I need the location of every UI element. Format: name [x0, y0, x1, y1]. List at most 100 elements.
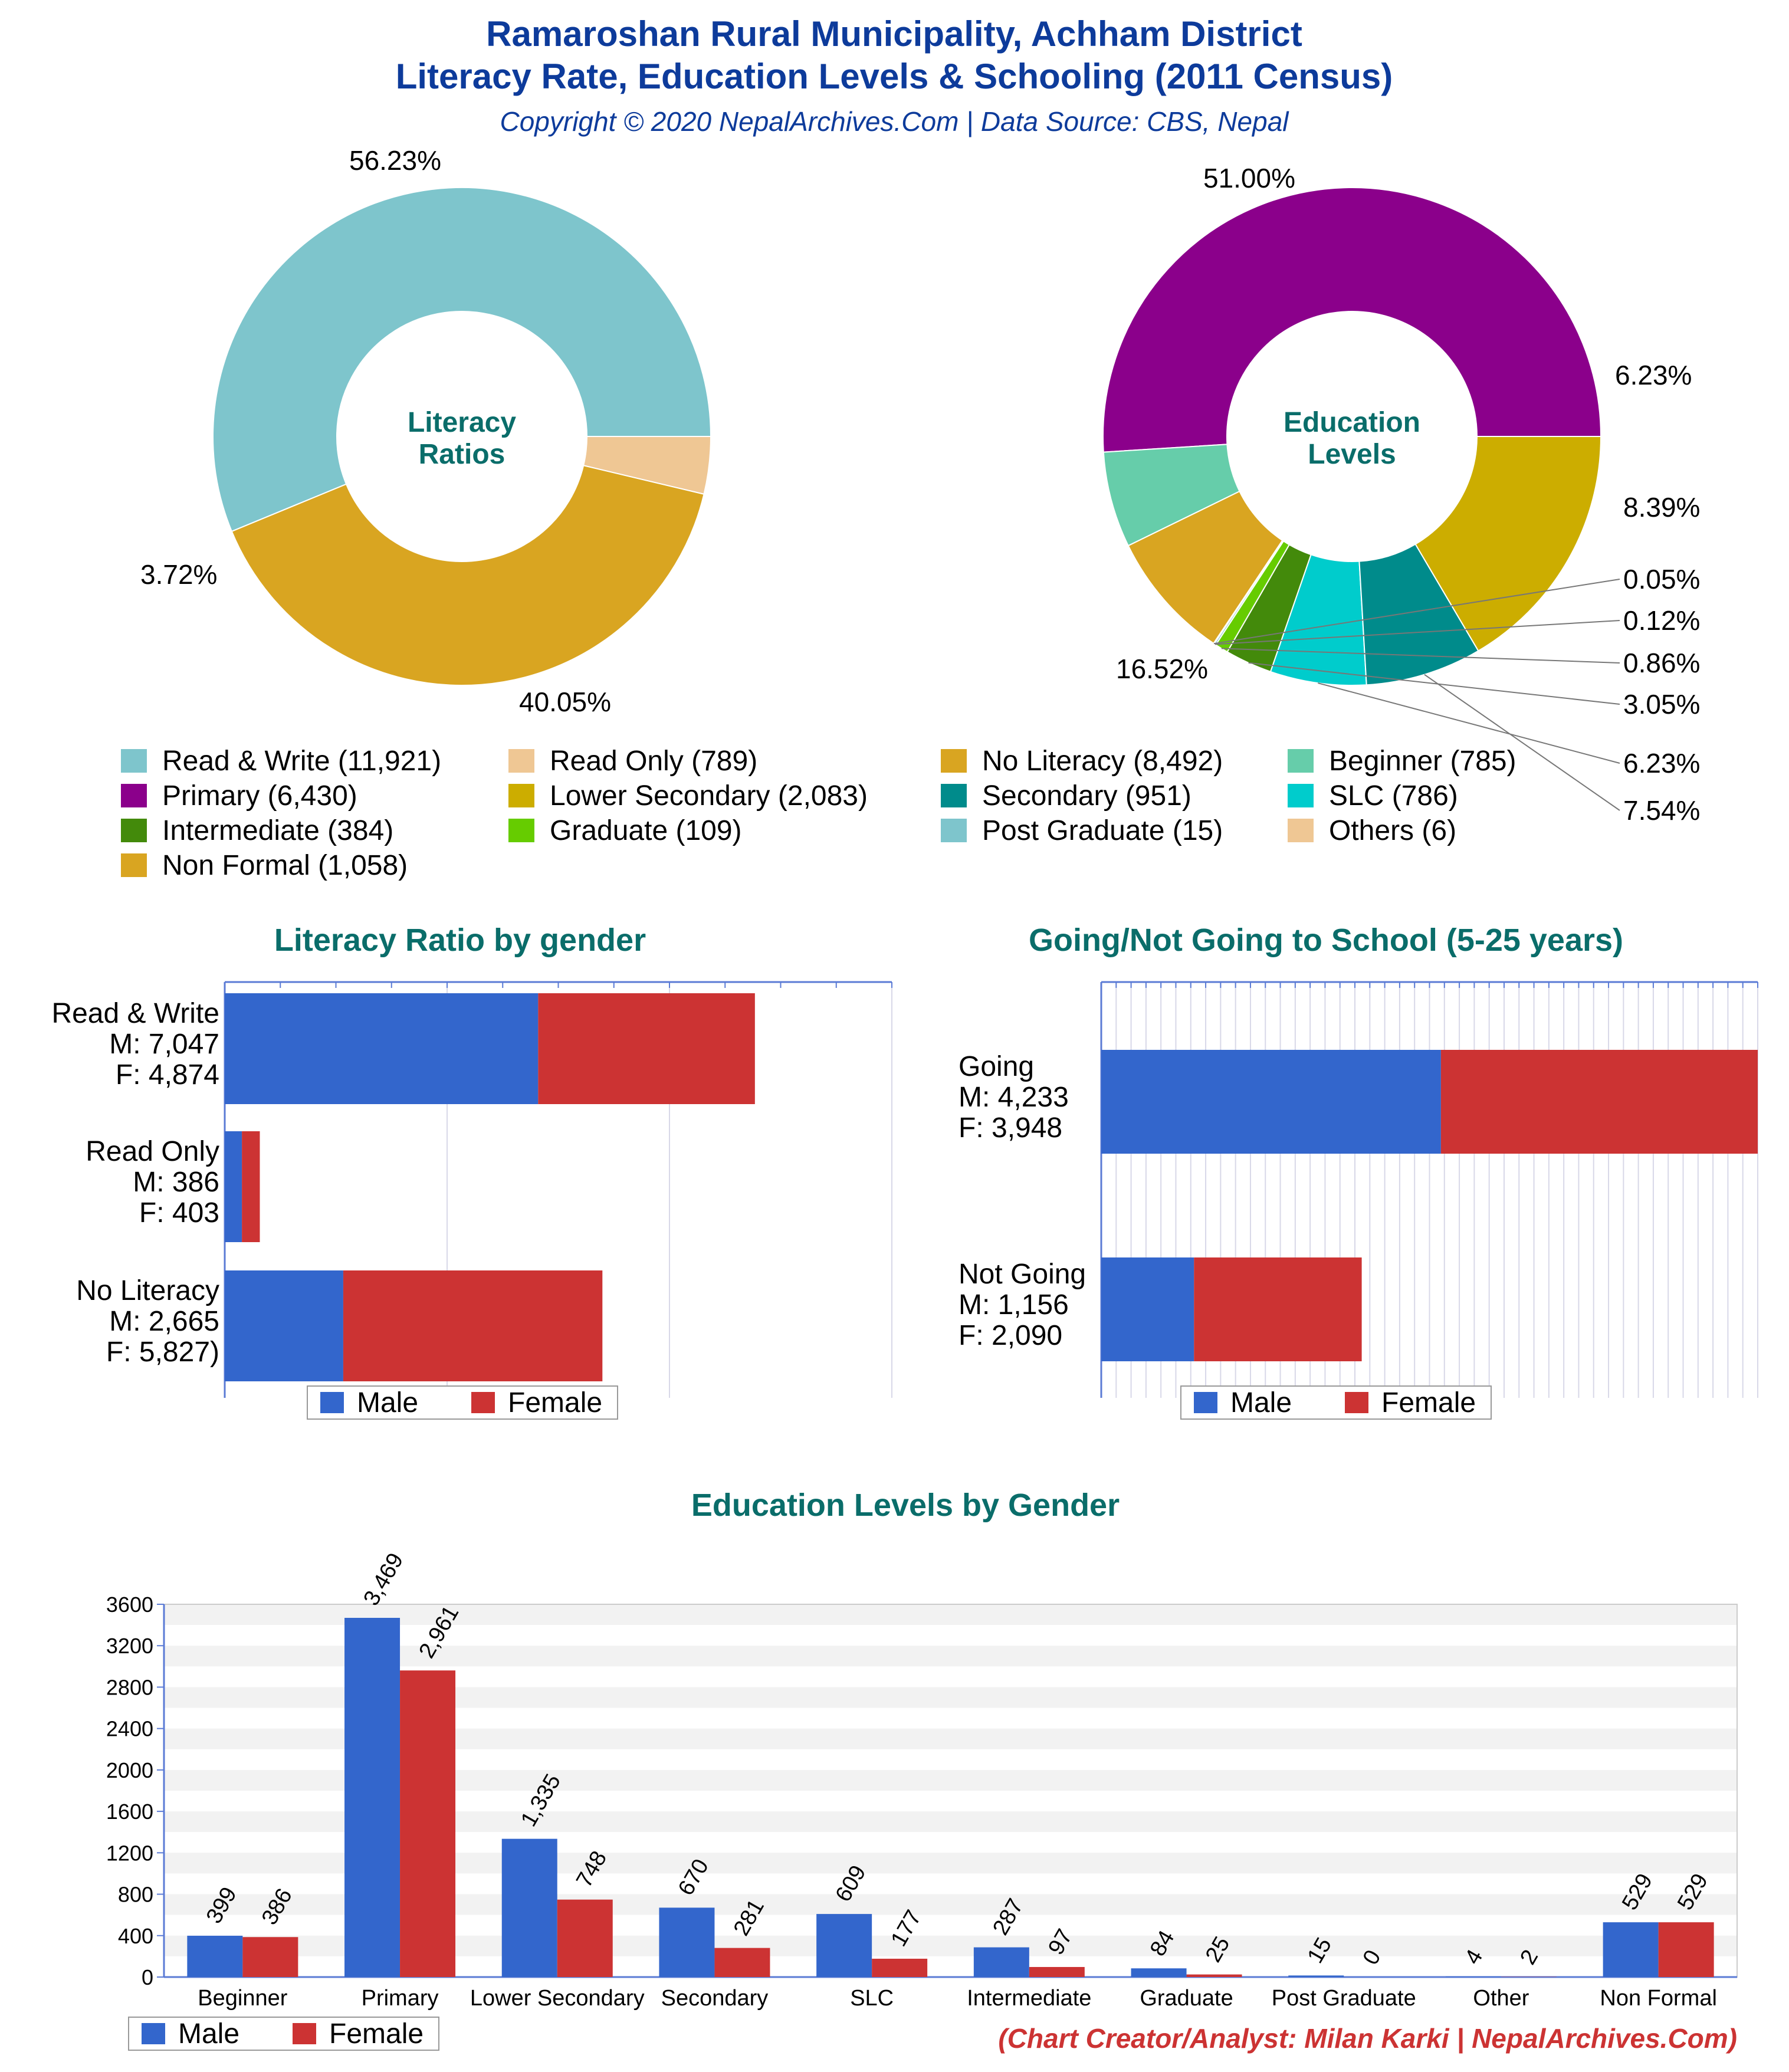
- school-by-gender-category-label: M: 1,156: [958, 1289, 1069, 1321]
- education-gender-title: Education Levels by Gender: [691, 1487, 1120, 1523]
- literacy-by-gender-category-label: F: 4,874: [116, 1059, 219, 1091]
- education-gender-ytick-label: 3200: [106, 1634, 153, 1658]
- school-by-gender-legend-swatch-male: [1194, 1392, 1217, 1413]
- education-gender-legend-label-female: Female: [329, 2018, 424, 2050]
- education-gender-chart: Education Levels by Gender04008001200160…: [106, 1487, 1737, 2050]
- education-gender-ytick-label: 2400: [106, 1717, 153, 1741]
- school-by-gender-legend-swatch-female: [1345, 1392, 1368, 1413]
- literacy-by-gender-legend-swatch-female: [471, 1392, 495, 1413]
- school-by-gender-title: Going/Not Going to School (5-25 years): [1029, 922, 1623, 958]
- education-gender-ytick-label: 800: [118, 1883, 153, 1907]
- education-gender-bar-male-primary: [344, 1618, 400, 1977]
- school-by-gender-category-label: Not Going: [958, 1259, 1086, 1290]
- legend-label-non-formal-1-058: Non Formal (1,058): [162, 850, 408, 881]
- literacy-by-gender-title: Literacy Ratio by gender: [274, 922, 646, 958]
- legend-swatch-read-only-789: [508, 749, 534, 773]
- literacy-by-gender-category-label: F: 5,827): [106, 1337, 219, 1368]
- school-by-gender-category-label: F: 3,948: [958, 1112, 1062, 1144]
- education-gender-category-label: Intermediate: [967, 1986, 1091, 2011]
- education-donut-pct-primary: 51.00%: [1203, 163, 1295, 193]
- legend-swatch-intermediate-384: [121, 819, 147, 842]
- literacy-by-gender-bar-female-no-literacy: [343, 1270, 602, 1381]
- literacy-by-gender-legend-swatch-male: [320, 1392, 344, 1413]
- legend-swatch-slc-786: [1288, 784, 1314, 807]
- literacy-by-gender-bar-male-read-write: [225, 993, 538, 1104]
- credit-text: (Chart Creator/Analyst: Milan Karki | Ne…: [998, 2023, 1737, 2054]
- education-gender-bar-female-beginner: [242, 1937, 298, 1977]
- title-line-1: Ramaroshan Rural Municipality, Achham Di…: [486, 14, 1302, 54]
- education-donut-center-label: Levels: [1308, 439, 1396, 470]
- education-gender-bar-female-secondary: [714, 1948, 770, 1977]
- education-gender-category-label: Other: [1473, 1986, 1529, 2011]
- education-gender-bar-female-primary: [400, 1670, 455, 1977]
- legend-label-intermediate-384: Intermediate (384): [162, 815, 393, 846]
- copyright-text: Copyright © 2020 NepalArchives.Com | Dat…: [500, 106, 1289, 137]
- education-gender-bar-male-other: [1446, 1976, 1501, 1977]
- education-gender-bar-male-slc: [816, 1914, 872, 1977]
- literacy-donut-center-label: Ratios: [419, 439, 505, 470]
- top-legend: Read & Write (11,921)Read Only (789)No L…: [121, 746, 1516, 881]
- education-donut-pct-intermediate: 3.05%: [1623, 689, 1700, 720]
- literacy-by-gender-bar-female-read-write: [538, 993, 754, 1104]
- legend-swatch-non-formal-1-058: [121, 853, 147, 877]
- education-gender-ytick-label: 0: [142, 1965, 153, 1989]
- education-gender-category-label: Graduate: [1140, 1986, 1233, 2011]
- education-donut-pct-graduate: 0.86%: [1623, 648, 1700, 678]
- education-gender-bar-male-lower-secondary: [502, 1839, 557, 1977]
- legend-swatch-post-graduate-15: [941, 819, 967, 842]
- education-gender-category-label: Beginner: [198, 1986, 287, 2011]
- legend-label-graduate-109: Graduate (109): [550, 815, 742, 846]
- education-gender-category-label: Post Graduate: [1272, 1986, 1416, 2011]
- education-donut-pct-post-graduate: 0.12%: [1623, 605, 1700, 636]
- education-gender-category-label: Lower Secondary: [470, 1986, 645, 2011]
- legend-label-lower-secondary-2-083: Lower Secondary (2,083): [550, 780, 868, 812]
- legend-label-no-literacy-8-492: No Literacy (8,492): [982, 746, 1223, 777]
- education-donut-pct-slc: 6.23%: [1623, 748, 1700, 779]
- education-donut-pct-non-formal: 8.39%: [1623, 492, 1700, 523]
- school-by-gender-bar-female-going: [1441, 1050, 1758, 1154]
- school-by-gender-legend-label-female: Female: [1381, 1387, 1476, 1418]
- legend-label-slc-786: SLC (786): [1329, 780, 1458, 812]
- education-gender-category-label: Secondary: [661, 1986, 769, 2011]
- school-by-gender-category-label: M: 4,233: [958, 1082, 1069, 1113]
- education-gender-bar-male-non-formal: [1603, 1922, 1659, 1977]
- legend-label-primary-6-430: Primary (6,430): [162, 780, 357, 812]
- education-donut-pct-others: 0.05%: [1623, 564, 1700, 595]
- legend-label-others-6: Others (6): [1329, 815, 1456, 846]
- education-gender-legend-swatch-male: [142, 2023, 165, 2044]
- education-gender-bar-male-intermediate: [974, 1948, 1029, 1977]
- literacy-by-gender-category-label: M: 386: [133, 1167, 219, 1198]
- education-gender-category-label: Primary: [362, 1986, 439, 2011]
- legend-swatch-others-6: [1288, 819, 1314, 842]
- literacy-by-gender-category-label: M: 7,047: [109, 1029, 219, 1060]
- education-gender-bar-female-non-formal: [1659, 1922, 1714, 1977]
- education-gender-ytick-label: 3600: [106, 1592, 153, 1617]
- education-gender-bar-male-beginner: [187, 1936, 242, 1977]
- education-donut-pct-lower-secondary: 16.52%: [1116, 654, 1208, 684]
- school-by-gender-bar-male-going: [1101, 1050, 1441, 1154]
- legend-label-read-only-789: Read Only (789): [550, 746, 757, 777]
- literacy-by-gender-category-label: F: 403: [139, 1197, 219, 1229]
- legend-swatch-graduate-109: [508, 819, 534, 842]
- legend-label-beginner-785: Beginner (785): [1329, 746, 1516, 777]
- education-gender-ytick-label: 2000: [106, 1758, 153, 1782]
- literacy-by-gender-category-label: No Literacy: [76, 1275, 219, 1306]
- education-gender-bar-female-slc: [872, 1959, 927, 1977]
- education-gender-bar-male-post-graduate: [1288, 1975, 1344, 1977]
- education-gender-ytick-label: 400: [118, 1924, 153, 1948]
- literacy-by-gender-legend-label-female: Female: [508, 1387, 602, 1418]
- legend-label-post-graduate-15: Post Graduate (15): [982, 815, 1223, 846]
- legend-swatch-no-literacy-8-492: [941, 749, 967, 773]
- education-gender-bar-female-lower-secondary: [557, 1900, 613, 1977]
- legend-swatch-secondary-951: [941, 784, 967, 807]
- legend-swatch-lower-secondary-2-083: [508, 784, 534, 807]
- literacy-donut-pct-read-write: 56.23%: [349, 145, 441, 176]
- education-gender-ytick-label: 1600: [106, 1800, 153, 1824]
- education-gender-bar-male-graduate: [1131, 1968, 1187, 1977]
- school-by-gender-bar-male-not-going: [1101, 1257, 1194, 1361]
- literacy-by-gender-bar-female-read-only: [242, 1131, 260, 1242]
- education-donut-pct-secondary: 7.54%: [1623, 795, 1700, 826]
- education-donut-center-label: Education: [1284, 407, 1420, 438]
